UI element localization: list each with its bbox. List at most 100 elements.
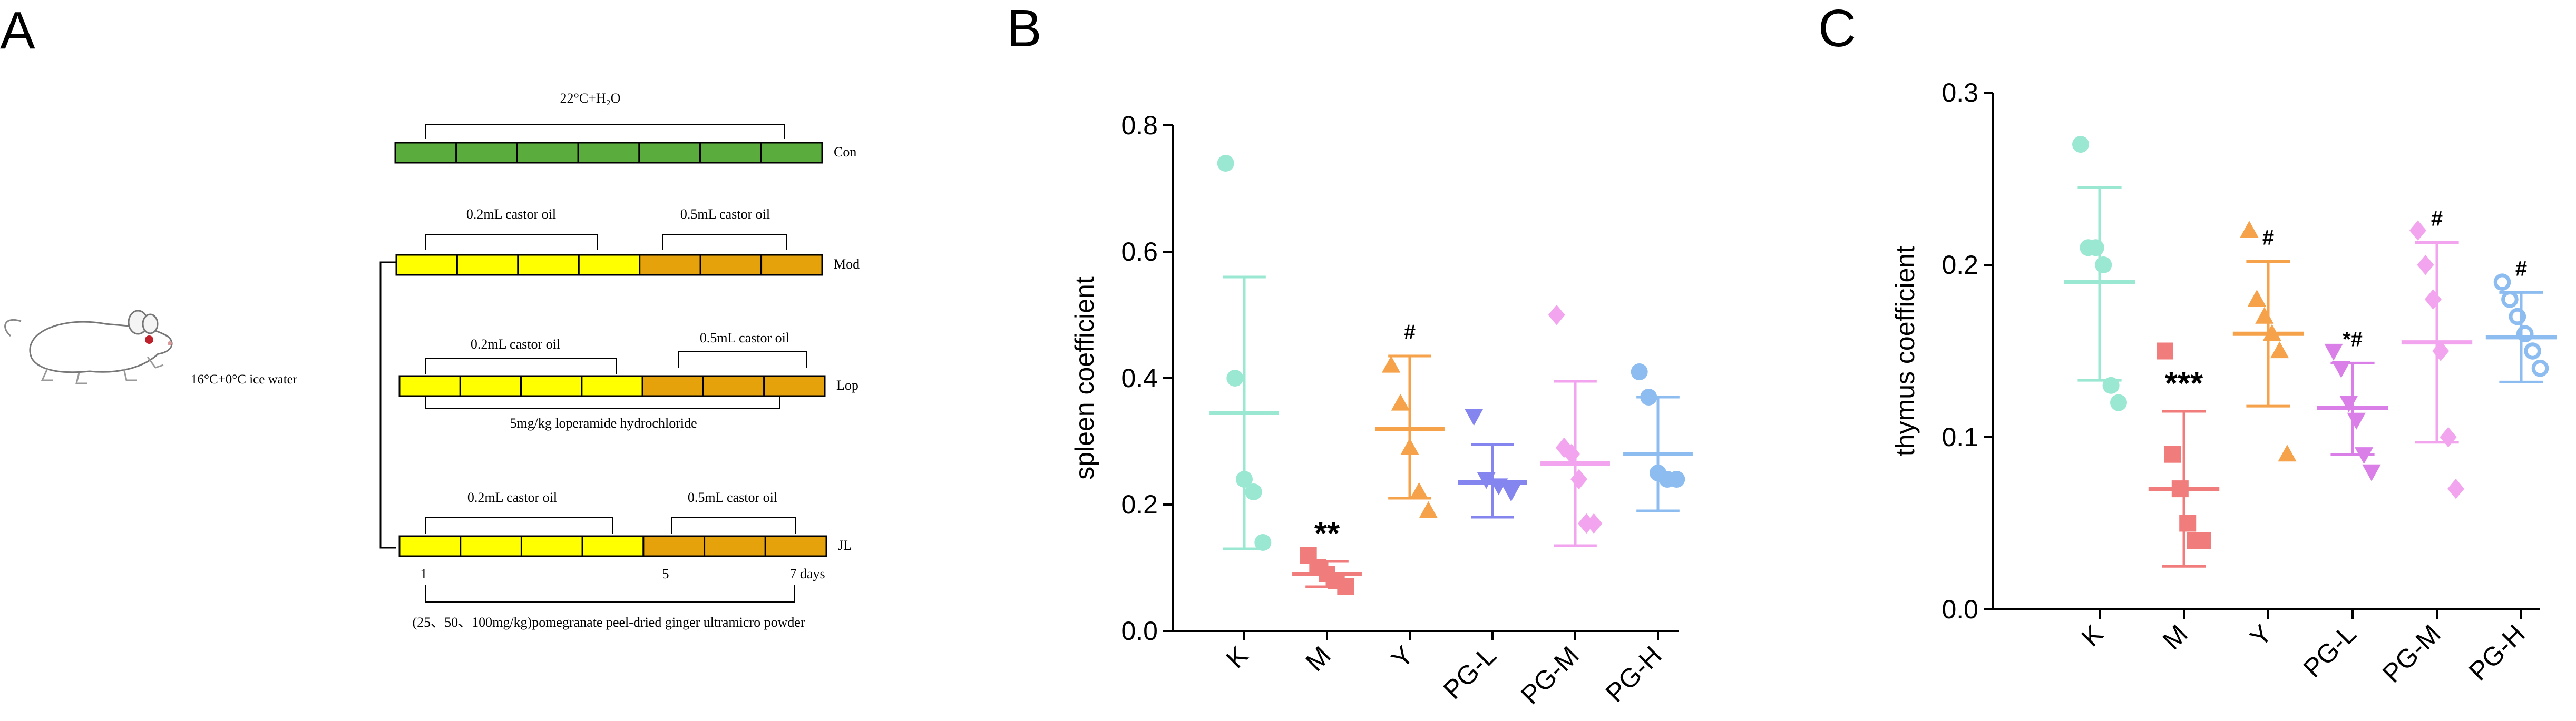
bar-segment-mod-3 [517, 254, 580, 276]
mouse-icon [4, 310, 173, 384]
treatment-label: (25、50、100mg/kg)pomegranate peel-dried g… [412, 615, 805, 630]
x-tick-label-pg-l: PG-L [1438, 640, 1502, 705]
data-point [2509, 308, 2526, 325]
data-point [2240, 221, 2259, 238]
data-point [2255, 307, 2274, 324]
significance-label: *** [2165, 366, 2203, 402]
data-point [1254, 534, 1272, 551]
bar-segment-mod-2 [456, 254, 519, 276]
data-point [2424, 289, 2442, 310]
series-y: # [1375, 321, 1445, 518]
data-point [2347, 412, 2366, 430]
bar-segment-con-4 [577, 142, 640, 164]
series-k [1209, 155, 1279, 551]
day-label-end: 7 days [789, 566, 825, 581]
data-point [2194, 532, 2211, 549]
bar-segment-jl-5 [642, 535, 706, 557]
spleen-chart: 0.0 0.2 0.4 0.6 0.8 spleen coefficient K M Y PG-L… [1070, 111, 1693, 710]
mod-brace-left [425, 234, 598, 250]
data-point [2447, 478, 2464, 499]
panel-a: A 16°C+0°C ice water Con Mod Lop JL 22°C+H₂… [0, 1, 860, 630]
x-tick-label-pg-l: PG-L [2298, 619, 2362, 683]
series-pg-m: # [2401, 207, 2473, 499]
data-point [1382, 355, 1401, 373]
data-point [2179, 515, 2197, 532]
jl-brace-left [425, 517, 613, 534]
mod-annotation-right: 0.5mL castor oil [680, 206, 770, 222]
bar-segment-jl-4 [581, 535, 645, 557]
x-tick-label-pg-h: PG-H [1600, 640, 1667, 708]
y-tick-label: 0.0 [1121, 616, 1158, 646]
x-tick-label-m: M [2157, 619, 2193, 655]
bar-segment-con-1 [394, 142, 457, 164]
y-axis-label: thymus coefficient [1890, 246, 1920, 456]
data-point [1226, 370, 1244, 387]
y-tick-label: 0.8 [1121, 111, 1158, 140]
data-point [1631, 363, 1648, 380]
panel-b: B 0.0 0.2 0.4 0.6 0.8 spleen coefficient K M Y PG… [1007, 0, 1693, 710]
significance-label: # [2262, 226, 2274, 249]
data-point [2247, 290, 2266, 307]
y-tick-label: 0.4 [1121, 363, 1158, 393]
data-point [1548, 304, 1565, 325]
panel-a-rows: Con Mod Lop JL [394, 142, 860, 557]
data-point [1668, 471, 1685, 488]
bar-segment-mod-6 [699, 254, 763, 276]
bar-segment-mod-5 [639, 254, 701, 276]
day-label-mid: 5 [662, 566, 669, 581]
data-point [2531, 359, 2549, 377]
y-tick-label: 0.0 [1941, 595, 1978, 624]
data-point [2087, 239, 2104, 256]
mod-brace-right [662, 234, 787, 250]
series-k [2064, 136, 2135, 411]
x-tick-label-y: Y [1386, 640, 1419, 674]
significance-label: # [2515, 257, 2527, 280]
data-point [2501, 291, 2519, 308]
significance-label: # [1404, 321, 1416, 344]
series-pg-h [1623, 363, 1693, 512]
lop-brace-right [678, 351, 807, 368]
data-point [2516, 325, 2534, 343]
series-m: ** [1292, 516, 1362, 595]
bar-segment-mod-1 [395, 254, 458, 276]
bar-segment-jl-6 [704, 535, 766, 557]
data-point [1570, 469, 1588, 490]
y-tick-label: 0.1 [1941, 422, 1978, 452]
group-label-mod: Mod [834, 256, 860, 272]
bar-segment-lop-2 [459, 375, 522, 397]
significance-label: *# [2343, 328, 2363, 351]
panel-c-label: C [1818, 0, 1856, 58]
x-tick-label-y: Y [2245, 619, 2278, 652]
bar-segment-lop-5 [641, 375, 704, 397]
bar-segment-jl-3 [520, 535, 583, 557]
group-label-con: Con [834, 144, 856, 160]
data-point [1501, 485, 1520, 502]
data-point [2095, 256, 2112, 273]
group-label-lop: Lop [836, 378, 858, 393]
series-y: # [2232, 221, 2304, 462]
data-point [2324, 343, 2343, 361]
significance-label: # [2431, 207, 2443, 230]
bar-segment-lop-1 [398, 375, 461, 397]
x-tick-label-k: K [2076, 619, 2109, 652]
data-point [2417, 254, 2434, 275]
data-point [2409, 220, 2426, 241]
series-pg-l [1458, 409, 1527, 519]
bar-segment-con-5 [638, 142, 701, 164]
data-point [2164, 446, 2181, 463]
jl-annotation-right: 0.5mL castor oil [688, 490, 777, 505]
x-tick-label-pg-m: PG-M [2377, 619, 2446, 688]
series-pg-l: *# [2317, 328, 2388, 481]
data-point [1585, 513, 1603, 534]
mod-annotation-left: 0.2mL castor oil [466, 206, 556, 222]
data-point [2157, 342, 2173, 360]
bar-segment-con-7 [760, 142, 823, 164]
lop-annotation-left: 0.2mL castor oil [471, 337, 560, 352]
bar-segment-lop-4 [581, 375, 643, 397]
data-point [1245, 483, 1262, 500]
data-point [1391, 393, 1410, 411]
lop-brace-below [425, 396, 780, 409]
panel-b-label: B [1007, 0, 1042, 58]
x-tick-label-pg-h: PG-H [2463, 619, 2531, 686]
